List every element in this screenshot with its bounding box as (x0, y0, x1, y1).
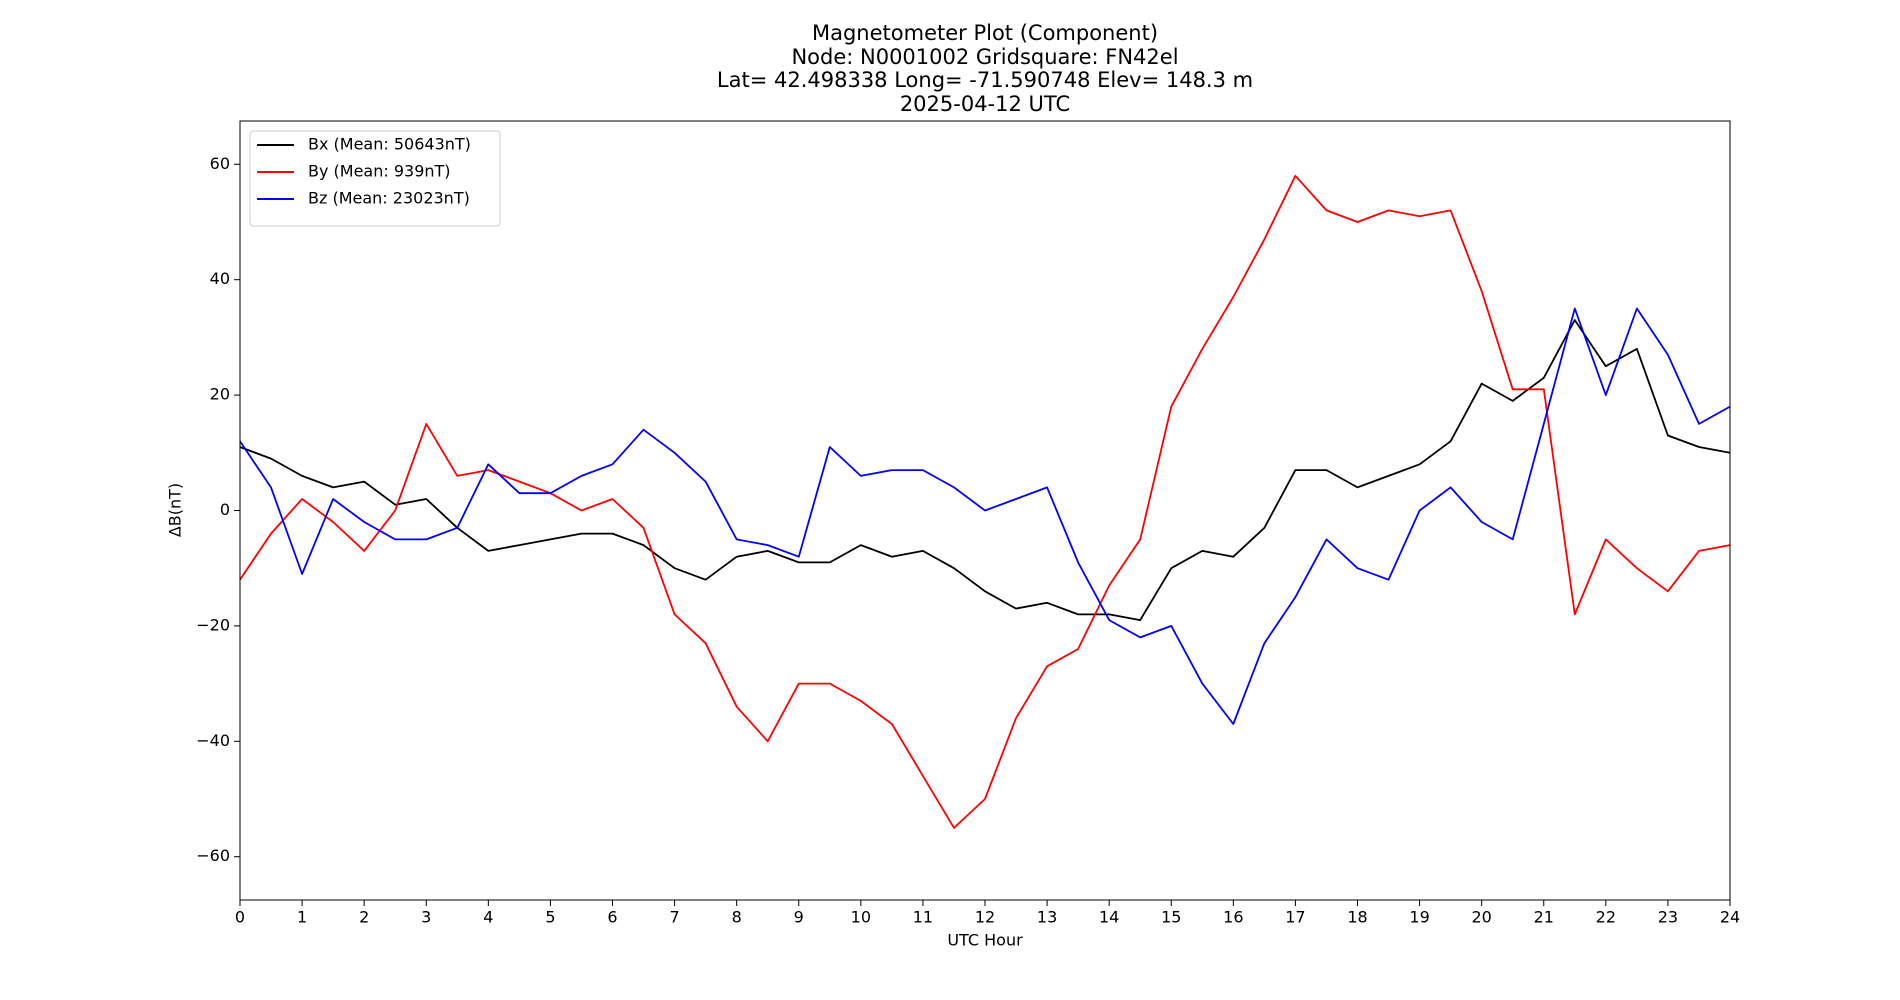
x-tick-label: 10 (851, 908, 871, 927)
y-tick-label: −60 (196, 846, 230, 865)
chart-title: Lat= 42.498338 Long= -71.590748 Elev= 14… (717, 68, 1253, 92)
x-tick-label: 1 (297, 908, 307, 927)
x-axis-label: UTC Hour (947, 931, 1023, 950)
x-tick-label: 24 (1720, 908, 1740, 927)
data-line (239, 307, 1731, 725)
x-tick-label: 4 (483, 908, 493, 927)
x-tick-label: 5 (545, 908, 555, 927)
y-tick-label: 0 (220, 500, 230, 519)
y-axis-label: ΔB(nT) (166, 483, 185, 537)
legend-label: Bz (Mean: 23023nT) (308, 189, 470, 208)
y-tick-label: 60 (210, 154, 230, 173)
x-tick-label: 6 (607, 908, 617, 927)
x-tick-label: 8 (732, 908, 742, 927)
data-line (239, 174, 1731, 829)
y-tick-label: −20 (196, 615, 230, 634)
x-tick-label: 15 (1161, 908, 1181, 927)
x-tick-label: 9 (794, 908, 804, 927)
x-tick-label: 20 (1471, 908, 1491, 927)
x-tick-label: 14 (1099, 908, 1119, 927)
x-tick-label: 13 (1037, 908, 1057, 927)
legend-box (249, 130, 501, 227)
x-tick-label: 16 (1223, 908, 1243, 927)
legend-label: Bx (Mean: 50643nT) (308, 135, 471, 154)
y-tick-label: 40 (210, 269, 230, 288)
x-tick-label: 21 (1534, 908, 1554, 927)
x-tick-label: 11 (913, 908, 933, 927)
chart-title: Node: N0001002 Gridsquare: FN42el (791, 45, 1178, 69)
legend-label: By (Mean: 939nT) (308, 162, 451, 181)
x-tick-label: 7 (669, 908, 679, 927)
plot-frame (239, 120, 1731, 901)
y-tick-label: −40 (196, 731, 230, 750)
x-tick-label: 12 (975, 908, 995, 927)
chart-title: 2025-04-12 UTC (900, 92, 1070, 116)
x-tick-label: 0 (235, 908, 245, 927)
x-tick-label: 17 (1285, 908, 1305, 927)
x-tick-label: 2 (359, 908, 369, 927)
x-tick-label: 23 (1658, 908, 1678, 927)
x-tick-label: 3 (421, 908, 431, 927)
x-tick-label: 18 (1347, 908, 1367, 927)
y-tick-label: 20 (210, 385, 230, 404)
chart-title: Magnetometer Plot (Component) (812, 21, 1158, 45)
data-line (239, 319, 1731, 621)
x-tick-label: 19 (1409, 908, 1429, 927)
x-tick-label: 22 (1596, 908, 1616, 927)
